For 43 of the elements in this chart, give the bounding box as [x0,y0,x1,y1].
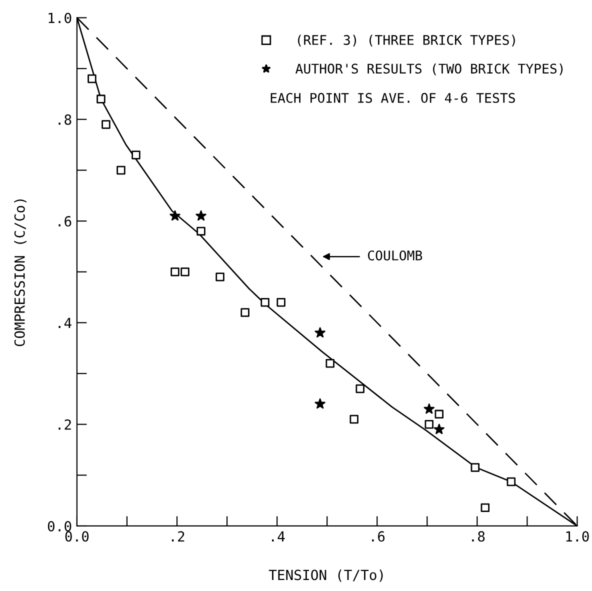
point [102,120,110,129]
point [180,267,190,276]
y-tick-label: .6 [58,216,72,227]
y-tick-label: 1.0 [48,12,72,24]
point [170,210,180,221]
legend-label: AUTHOR'S RESULTS (TWO BRICK TYPES) [295,63,563,76]
point [170,267,180,276]
point [424,420,434,429]
point [480,503,490,512]
annotation: COULOMB [368,250,422,260]
point [132,150,140,160]
y-axis-title: COMPRESSION (C/Co) [14,199,27,346]
point [314,398,326,409]
point [356,384,364,394]
point [88,74,96,84]
x-tick-label: .2 [172,531,184,542]
point [196,226,206,236]
x-axis-title: TENSION (T/To) [268,569,383,582]
point [434,424,444,434]
x-tick-label: .8 [472,531,485,542]
legend-label: (REF. 3) (THREE BRICK TYPES) [298,34,515,47]
point [470,463,480,472]
point [314,327,326,338]
x-tick-label: .4 [272,531,285,542]
point [216,272,224,282]
point [434,410,444,419]
y-tick-label: .4 [58,318,72,328]
point [116,166,126,175]
point [276,298,286,307]
y-tick-label: .2 [58,419,71,430]
point [240,308,250,317]
point [506,477,516,486]
point [196,210,206,221]
point [326,358,334,368]
point [424,403,434,414]
x-tick-label: .6 [372,531,385,542]
point [350,414,358,424]
y-tick-label: .8 [58,114,72,125]
x-tick-label: 1.0 [566,531,589,542]
point [96,94,106,104]
annotation: EACH POINT IS AVE. OF 4-6 TESTS [270,92,515,103]
point [260,298,270,307]
y-tick-label: 0.0 [48,520,72,532]
